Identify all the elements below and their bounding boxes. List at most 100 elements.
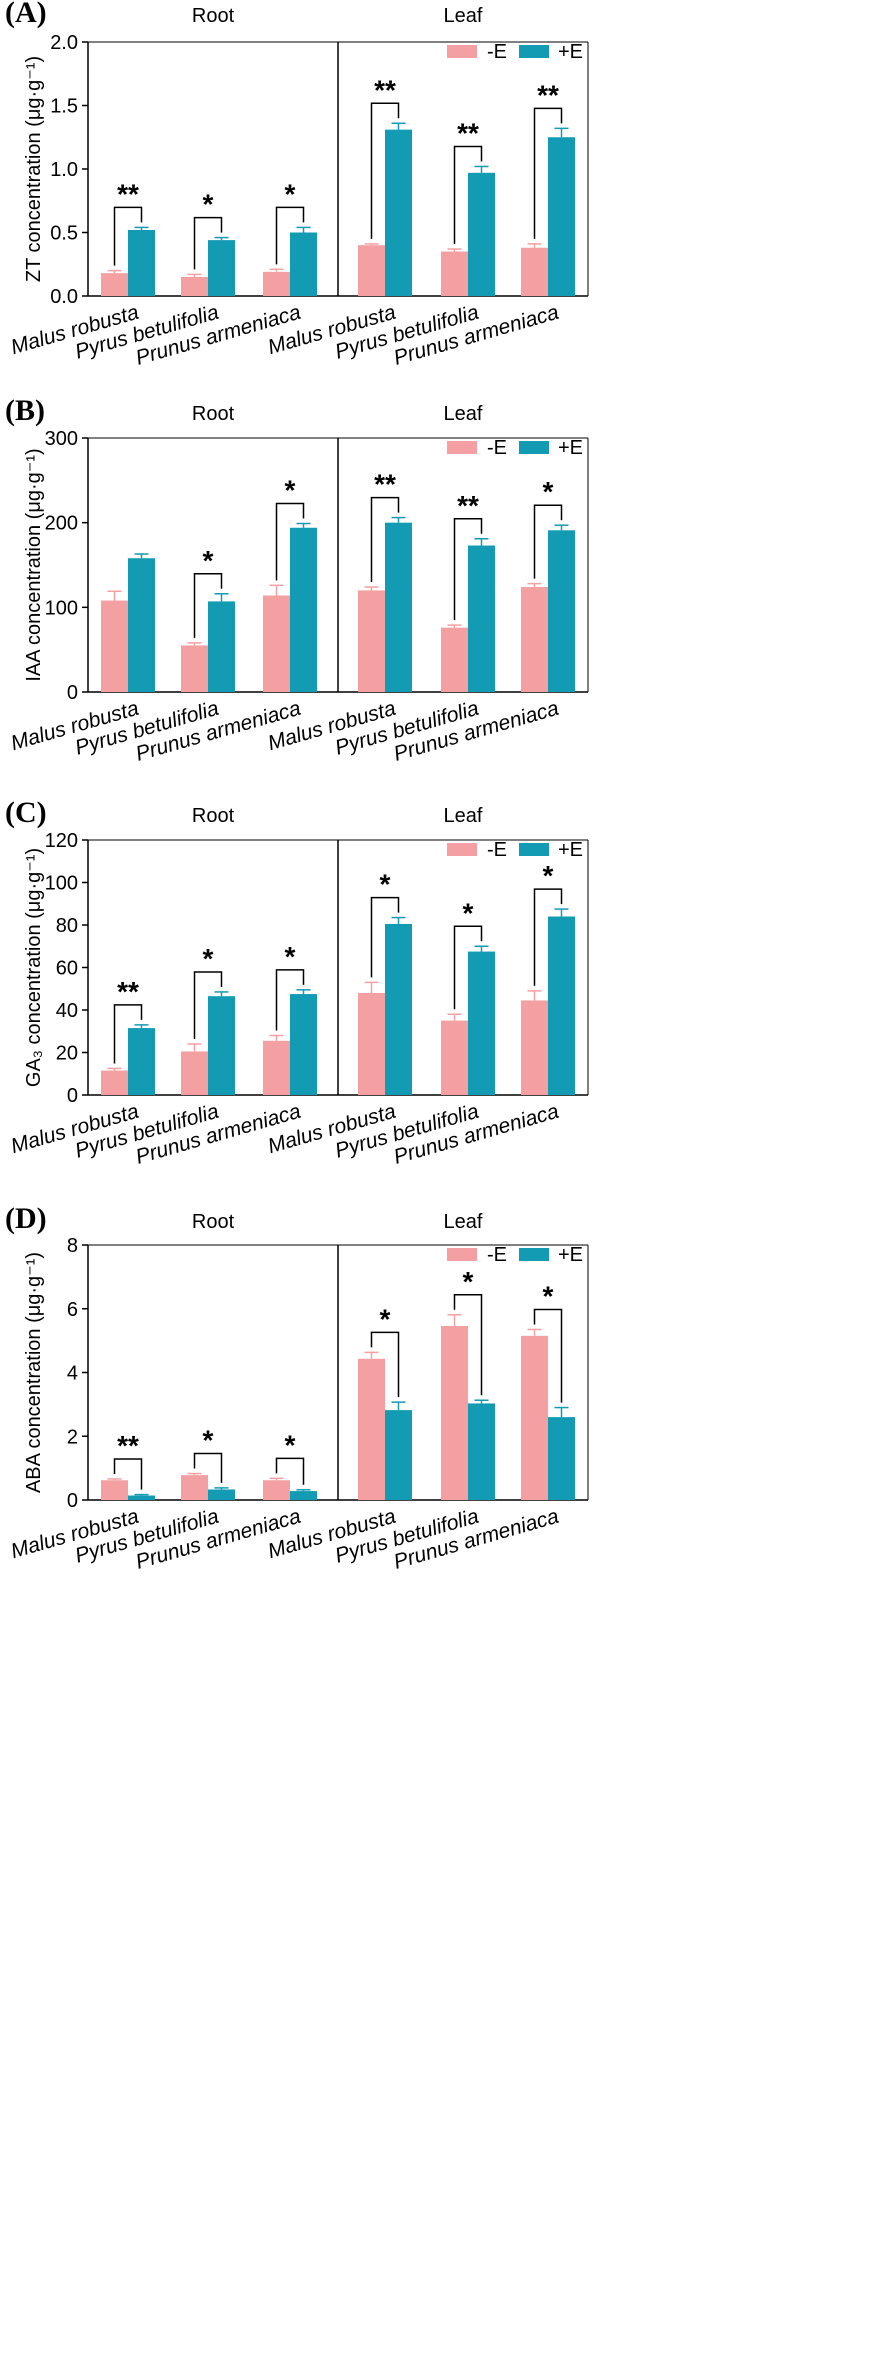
bar-minus-e bbox=[101, 1480, 128, 1500]
significance-mark: * bbox=[463, 1266, 474, 1297]
significance-bracket bbox=[193, 1452, 223, 1483]
significance-mark: * bbox=[285, 941, 296, 972]
bar-plus-e bbox=[548, 530, 575, 692]
significance-bracket bbox=[275, 1457, 305, 1485]
significance-mark: ** bbox=[374, 74, 396, 105]
bar-minus-e bbox=[181, 1475, 208, 1500]
panel-label: (D) bbox=[5, 1202, 47, 1235]
group-label-root: Root bbox=[192, 805, 235, 827]
significance-bracket bbox=[453, 1294, 483, 1396]
legend-swatch-minus-e bbox=[447, 843, 477, 856]
bar-plus-e bbox=[385, 923, 412, 1095]
bar-plus-e bbox=[128, 1028, 155, 1095]
legend-label-minus-e: -E bbox=[487, 437, 507, 459]
significance-bracket bbox=[453, 518, 483, 621]
y-axis-label: ZT concentration (μg·g⁻¹) bbox=[23, 56, 45, 282]
y-axis-label: IAA concentration (μg·g⁻¹) bbox=[23, 448, 45, 681]
bar-minus-e bbox=[181, 1051, 208, 1095]
y-tick-label: 120 bbox=[45, 830, 78, 852]
panel-label: (C) bbox=[5, 796, 47, 829]
bar-plus-e bbox=[290, 1491, 317, 1500]
legend-label-plus-e: +E bbox=[558, 1244, 583, 1266]
significance-mark: * bbox=[203, 943, 214, 974]
significance-bracket bbox=[370, 1331, 400, 1398]
legend-swatch-plus-e bbox=[519, 441, 549, 454]
y-tick-label: 2 bbox=[67, 1426, 78, 1448]
legend-swatch-plus-e bbox=[519, 843, 549, 856]
significance-mark: * bbox=[380, 1303, 391, 1334]
bar-minus-e bbox=[358, 1358, 385, 1500]
bar-plus-e bbox=[548, 916, 575, 1095]
significance-bracket bbox=[275, 206, 305, 265]
y-tick-label: 20 bbox=[56, 1043, 78, 1065]
bar-minus-e bbox=[521, 587, 548, 692]
legend-label-minus-e: -E bbox=[487, 1244, 507, 1266]
y-tick-label: 6 bbox=[67, 1299, 78, 1321]
y-axis-label: GA₃ concentration (μg·g⁻¹) bbox=[23, 848, 45, 1087]
bar-plus-e bbox=[548, 1417, 575, 1500]
legend-swatch-plus-e bbox=[519, 1248, 549, 1261]
bar-minus-e bbox=[101, 273, 128, 296]
bar-plus-e bbox=[468, 545, 495, 692]
bar-minus-e bbox=[263, 595, 290, 692]
bar-plus-e bbox=[208, 1489, 235, 1500]
bar-minus-e bbox=[358, 993, 385, 1095]
legend-label-plus-e: +E bbox=[558, 437, 583, 459]
y-tick-label: 300 bbox=[45, 428, 78, 450]
bar-minus-e bbox=[441, 251, 468, 296]
significance-mark: ** bbox=[117, 178, 139, 209]
bar-minus-e bbox=[521, 1000, 548, 1095]
significance-mark: * bbox=[285, 178, 296, 209]
bar-minus-e bbox=[441, 1020, 468, 1095]
significance-bracket bbox=[533, 504, 563, 579]
bar-minus-e bbox=[263, 1040, 290, 1095]
bar-minus-e bbox=[441, 627, 468, 692]
significance-bracket bbox=[113, 1458, 143, 1490]
bar-minus-e bbox=[521, 247, 548, 296]
significance-mark: * bbox=[285, 1429, 296, 1460]
group-label-leaf: Leaf bbox=[444, 403, 483, 425]
y-tick-label: 0 bbox=[67, 1085, 78, 1107]
legend-swatch-minus-e bbox=[447, 441, 477, 454]
bar-plus-e bbox=[128, 558, 155, 692]
group-label-root: Root bbox=[192, 403, 235, 425]
significance-mark: * bbox=[203, 545, 214, 576]
significance-bracket bbox=[453, 145, 483, 245]
y-tick-label: 1.5 bbox=[50, 96, 78, 118]
y-tick-label: 0.0 bbox=[50, 286, 78, 308]
significance-bracket bbox=[113, 206, 143, 266]
y-tick-label: 2.0 bbox=[50, 32, 78, 54]
significance-bracket bbox=[370, 896, 400, 978]
significance-bracket bbox=[533, 107, 563, 239]
bar-minus-e bbox=[101, 600, 128, 692]
significance-mark: * bbox=[380, 869, 391, 900]
significance-bracket bbox=[193, 573, 223, 638]
panel-label: (B) bbox=[5, 394, 45, 427]
y-tick-label: 80 bbox=[56, 915, 78, 937]
significance-mark: * bbox=[543, 1280, 554, 1311]
bar-plus-e bbox=[290, 232, 317, 296]
significance-bracket bbox=[275, 969, 305, 1031]
y-tick-label: 8 bbox=[67, 1235, 78, 1257]
legend-swatch-minus-e bbox=[447, 1248, 477, 1261]
bar-minus-e bbox=[263, 271, 290, 296]
bar-plus-e bbox=[208, 240, 235, 296]
y-tick-label: 60 bbox=[56, 958, 78, 980]
significance-mark: ** bbox=[374, 469, 396, 500]
group-label-root: Root bbox=[192, 5, 235, 27]
legend-label-plus-e: +E bbox=[558, 41, 583, 63]
bar-plus-e bbox=[208, 996, 235, 1095]
bar-plus-e bbox=[548, 137, 575, 296]
legend-label-minus-e: -E bbox=[487, 41, 507, 63]
bar-minus-e bbox=[263, 1480, 290, 1500]
legend-swatch-plus-e bbox=[519, 45, 549, 58]
bar-minus-e bbox=[181, 276, 208, 296]
significance-bracket bbox=[533, 1308, 563, 1403]
significance-mark: * bbox=[543, 860, 554, 891]
group-label-leaf: Leaf bbox=[444, 5, 483, 27]
significance-bracket bbox=[275, 502, 305, 581]
significance-mark: * bbox=[463, 897, 474, 928]
y-tick-label: 200 bbox=[45, 513, 78, 535]
significance-bracket bbox=[193, 971, 223, 1039]
